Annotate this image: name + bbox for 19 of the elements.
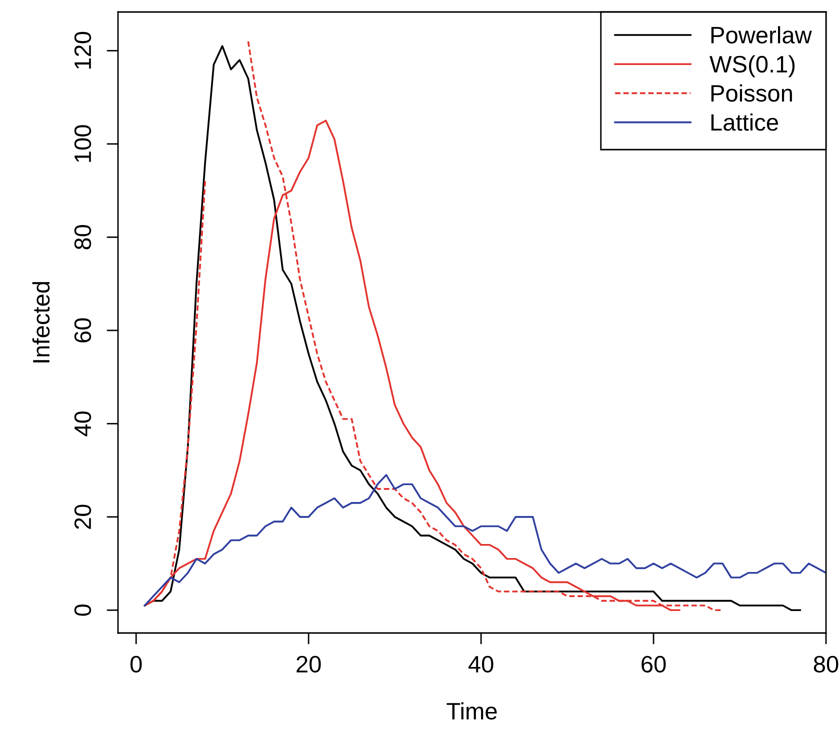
x-tick-label: 0 — [130, 656, 142, 673]
y-tick-label: 60 — [74, 318, 92, 342]
line-series — [144, 474, 826, 606]
x-axis-title: Time — [446, 702, 497, 720]
y-tick-label: 100 — [74, 125, 92, 162]
x-tick-label: 40 — [468, 656, 494, 673]
y-tick-label: 80 — [74, 224, 92, 250]
y-axis-title: Infected — [32, 282, 50, 362]
x-tick-label: 80 — [814, 656, 838, 673]
legend-label: WS(0.1) — [710, 55, 795, 78]
legend-label: Lattice — [711, 113, 778, 131]
x-tick-label: 20 — [296, 656, 321, 673]
y-tick-label: 20 — [74, 504, 92, 529]
x-tick-label: 60 — [642, 656, 666, 673]
legend-label: Poisson — [711, 84, 792, 102]
y-tick-label: 120 — [74, 32, 92, 69]
y-tick-label: 0 — [74, 604, 92, 616]
y-tick-label: 40 — [74, 411, 92, 436]
legend-label: Powerlaw — [711, 26, 812, 44]
